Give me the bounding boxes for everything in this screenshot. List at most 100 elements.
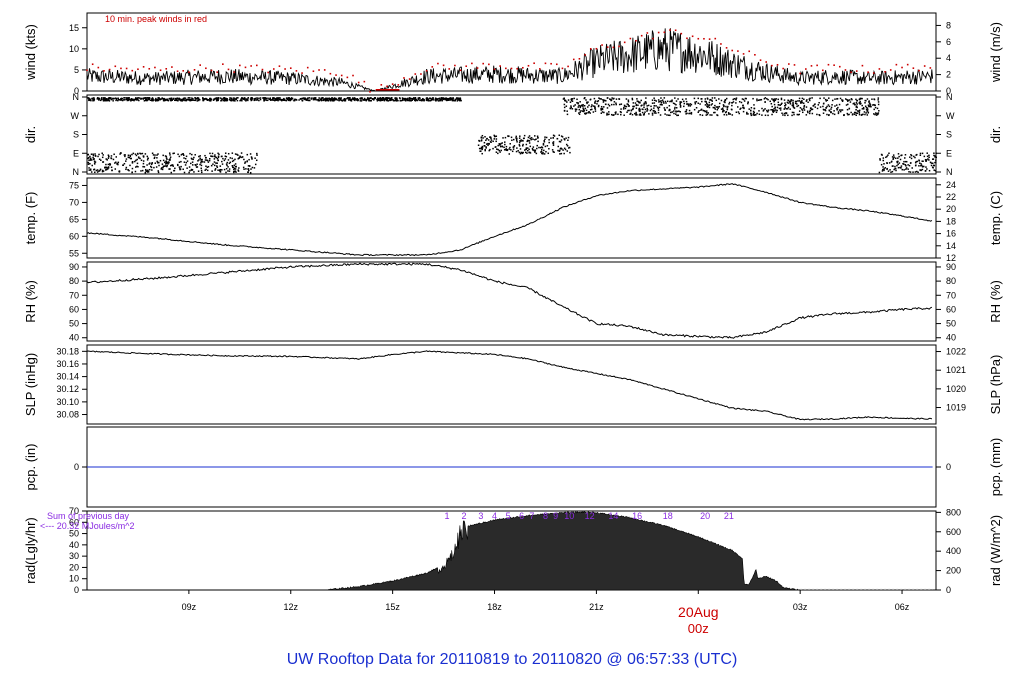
wind-direction-point bbox=[204, 159, 207, 161]
wind-direction-point bbox=[168, 97, 171, 100]
wind-direction-point bbox=[775, 111, 778, 114]
wind-direction-point bbox=[162, 159, 165, 162]
wind-direction-point bbox=[88, 98, 91, 101]
wind-direction-point bbox=[130, 157, 133, 160]
wind-direction-point bbox=[542, 144, 545, 146]
wind-direction-point bbox=[413, 97, 415, 99]
wind-direction-point bbox=[857, 110, 860, 112]
wind-direction-point bbox=[156, 98, 159, 101]
peak-wind-point bbox=[652, 37, 654, 40]
wind-direction-point bbox=[635, 111, 637, 114]
wind-direction-point bbox=[762, 110, 765, 112]
wind-direction-point bbox=[188, 171, 190, 174]
wind-direction-point bbox=[427, 98, 429, 100]
wind-direction-point bbox=[107, 154, 110, 156]
wind-direction-point bbox=[101, 97, 103, 99]
peak-wind-point bbox=[448, 68, 451, 70]
wind-direction-point bbox=[594, 102, 596, 104]
radiation-hour-label: 6 bbox=[519, 511, 524, 521]
wind-direction-point bbox=[557, 149, 559, 152]
wind-direction-point bbox=[446, 99, 448, 101]
wind-direction-point bbox=[109, 97, 112, 99]
wind-direction-point bbox=[880, 163, 883, 166]
wind-direction-point bbox=[156, 154, 158, 156]
wind-direction-point bbox=[570, 99, 573, 102]
wind-direction-point bbox=[247, 165, 250, 167]
wind-direction-point bbox=[502, 137, 504, 139]
wind-direction-point bbox=[893, 156, 895, 158]
wind-direction-point bbox=[481, 152, 483, 155]
wind-direction-point bbox=[301, 99, 304, 102]
wind-direction-point bbox=[181, 153, 184, 155]
wind-direction-point bbox=[217, 155, 220, 158]
wind-direction-point bbox=[566, 101, 568, 103]
wind-direction-point bbox=[206, 169, 209, 172]
wind-direction-point bbox=[826, 99, 829, 101]
wind-direction-point bbox=[171, 164, 174, 166]
wind-direction-point bbox=[851, 114, 854, 116]
wind-direction-point bbox=[836, 109, 838, 111]
peak-wind-point bbox=[420, 73, 422, 75]
wind-direction-point bbox=[783, 99, 786, 101]
wind-direction-point bbox=[159, 99, 161, 101]
wind-direction-point bbox=[908, 164, 911, 167]
peak-wind-point bbox=[227, 68, 230, 71]
wind-direction-point bbox=[135, 166, 137, 168]
wind-direction-point bbox=[711, 100, 713, 102]
wind-direction-point bbox=[925, 166, 927, 168]
peak-wind-point bbox=[154, 66, 156, 69]
wind-direction-point bbox=[833, 110, 835, 112]
wind-direction-point bbox=[686, 112, 688, 115]
wind-direction-point bbox=[705, 111, 708, 114]
wind-direction-point bbox=[165, 99, 168, 101]
peak-wind-point bbox=[742, 53, 745, 55]
wind-direction-point bbox=[402, 97, 405, 100]
wind-direction-point bbox=[329, 99, 331, 101]
wind-direction-point bbox=[105, 168, 108, 171]
wind-direction-point bbox=[234, 98, 236, 100]
wind-direction-point bbox=[642, 114, 645, 116]
wind-direction-point bbox=[207, 99, 209, 101]
y-label-right-temp: temp. (C) bbox=[988, 191, 1003, 245]
wind-direction-point bbox=[607, 113, 609, 116]
wind-direction-point bbox=[651, 112, 654, 115]
wind-direction-point bbox=[194, 97, 197, 99]
peak-wind-point bbox=[805, 68, 807, 70]
peak-wind-point bbox=[788, 63, 790, 65]
y-label-slp: SLP (inHg) bbox=[23, 353, 38, 416]
wind-series-line bbox=[86, 28, 934, 92]
wind-direction-point bbox=[515, 137, 517, 139]
wind-direction-point bbox=[168, 168, 170, 170]
y-tick-label-dir: S bbox=[73, 130, 79, 140]
panel-frame-temp bbox=[86, 177, 937, 259]
wind-direction-point bbox=[683, 105, 685, 108]
peak-wind-point bbox=[855, 70, 858, 72]
wind-direction-point bbox=[218, 169, 221, 172]
wind-direction-point bbox=[921, 160, 923, 162]
wind-direction-point bbox=[227, 170, 229, 172]
wind-direction-point bbox=[216, 162, 218, 164]
wind-direction-point bbox=[859, 98, 861, 101]
wind-direction-point bbox=[593, 105, 596, 108]
wind-direction-point bbox=[689, 105, 692, 107]
wind-direction-point bbox=[767, 109, 770, 111]
wind-direction-point bbox=[247, 171, 249, 173]
wind-direction-point bbox=[732, 98, 734, 101]
wind-direction-point bbox=[389, 98, 392, 100]
wind-direction-point bbox=[279, 98, 281, 100]
wind-direction-point bbox=[583, 105, 586, 107]
wind-direction-point bbox=[186, 98, 188, 101]
wind-direction-point bbox=[417, 98, 420, 100]
wind-direction-point bbox=[737, 106, 739, 108]
peak-wind-point bbox=[301, 72, 303, 74]
wind-direction-point bbox=[451, 99, 454, 102]
wind-direction-point bbox=[94, 161, 97, 163]
wind-direction-point bbox=[803, 107, 805, 110]
wind-direction-point bbox=[741, 98, 744, 100]
wind-direction-point bbox=[509, 146, 511, 149]
peak-wind-point bbox=[352, 74, 354, 77]
wind-direction-point bbox=[354, 99, 356, 101]
wind-direction-point bbox=[743, 100, 746, 102]
wind-direction-point bbox=[747, 102, 749, 105]
peak-wind-point bbox=[522, 66, 524, 69]
